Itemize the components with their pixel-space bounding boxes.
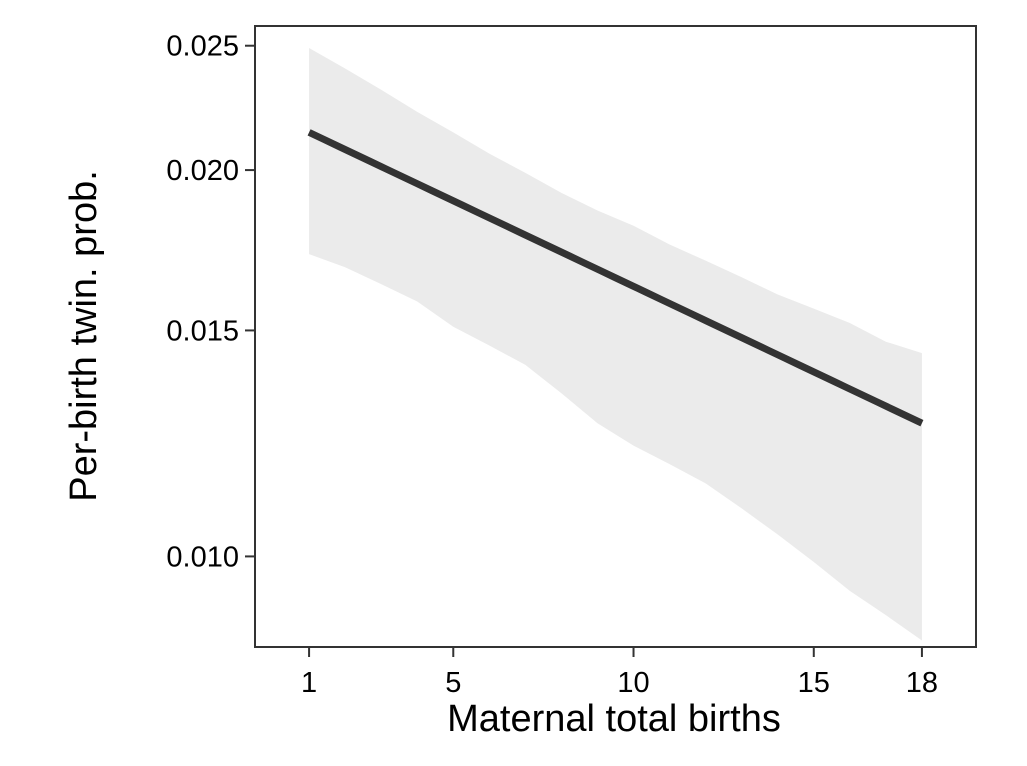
x-axis: 1 5 10 15 18 (301, 647, 938, 699)
y-tick-label: 0.025 (166, 31, 239, 63)
y-axis-title: Per-birth twin. prob. (63, 170, 105, 502)
x-tick-label: 18 (906, 667, 938, 699)
confidence-band-layer (309, 47, 922, 641)
x-tick-label: 10 (617, 667, 649, 699)
y-tick-label: 0.015 (166, 315, 239, 347)
panel-border (254, 25, 977, 648)
y-tick-label: 0.010 (166, 541, 239, 573)
x-tick-label: 15 (798, 667, 830, 699)
confidence-band (309, 47, 922, 641)
x-axis-title: Maternal total births (447, 698, 781, 740)
fit-line-layer (307, 129, 924, 427)
y-axis: 0.010 0.015 0.020 0.025 (166, 31, 255, 573)
y-tick-label: 0.020 (166, 155, 239, 187)
fit-line-series-0 (307, 129, 924, 427)
x-tick-label: 5 (445, 667, 461, 699)
x-tick-label: 1 (301, 667, 317, 699)
